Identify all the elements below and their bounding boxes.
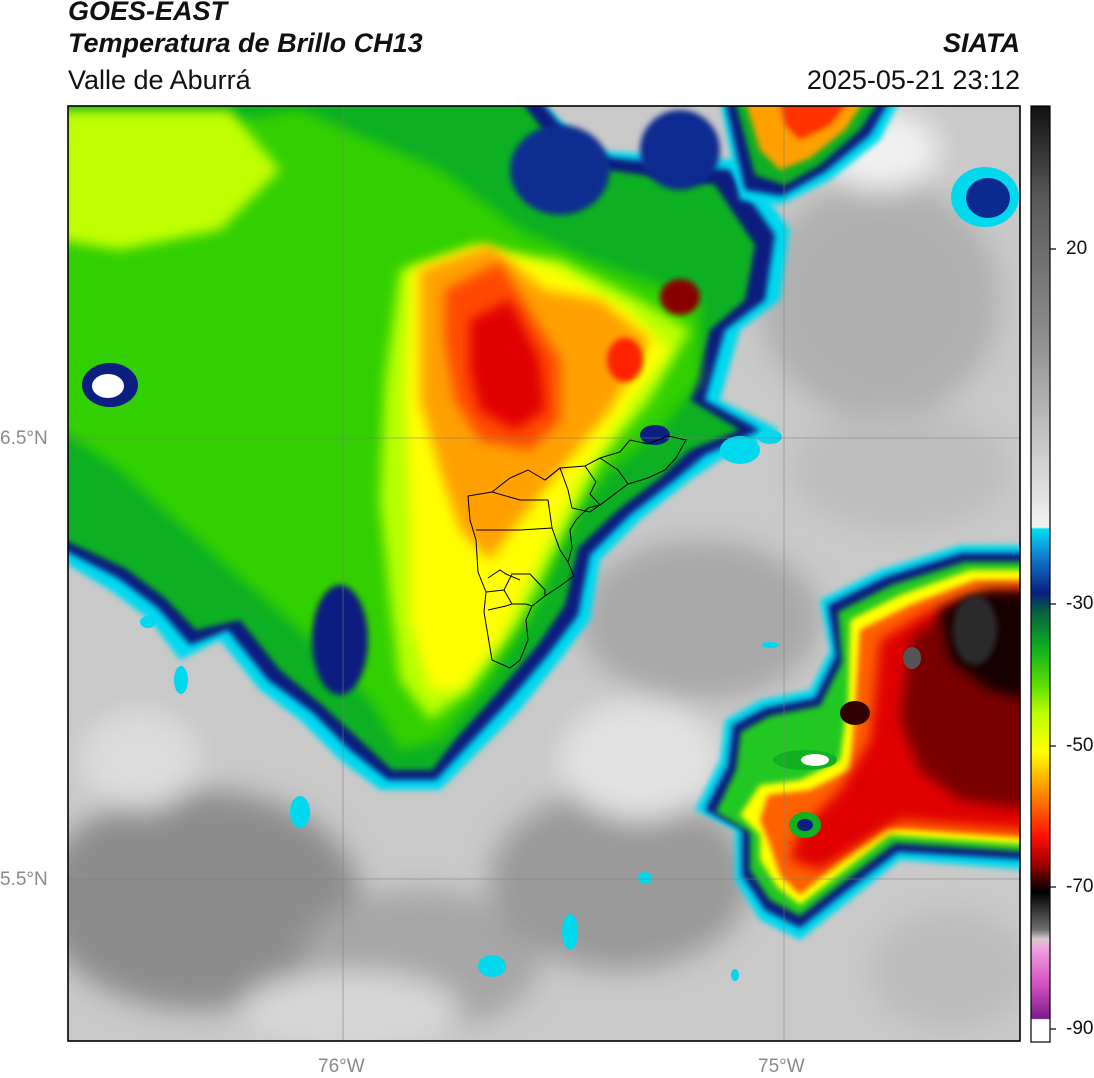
- lat-label-5-5: 5.5°N: [0, 869, 48, 890]
- organization-label: SIATA: [943, 28, 1020, 58]
- lon-label-75: 75°W: [758, 1056, 805, 1077]
- satellite-image: [68, 106, 1020, 1041]
- graticule: [68, 106, 1020, 1041]
- colorbar-tick-minus50: -50: [1066, 735, 1094, 756]
- lon-label-76: 76°W: [318, 1056, 365, 1077]
- region-subtitle: Valle de Aburrá: [68, 65, 251, 95]
- satellite-title: GOES-EAST: [68, 0, 228, 26]
- small-cells: [140, 430, 782, 981]
- colorbar-tick-20: 20: [1066, 238, 1088, 259]
- cloud-system-northeast: [721, 106, 1019, 227]
- lat-label-6-5: 6.5°N: [0, 428, 48, 449]
- datetime-label: 2025-05-21 23:12: [806, 65, 1020, 95]
- product-title: Temperatura de Brillo CH13: [68, 28, 423, 58]
- colorbar-frame: [1030, 105, 1051, 1043]
- colorbar-tick-minus70: -70: [1066, 876, 1094, 897]
- colorbar-ticks: [1050, 248, 1056, 1030]
- colorbar-tick-minus30: -30: [1066, 593, 1094, 614]
- municipal-boundaries: [467, 435, 687, 669]
- gray-texture: [68, 110, 1020, 1041]
- map-frame: [67, 105, 1021, 1042]
- cloud-system-southeast: [695, 545, 1020, 940]
- colorbar-tick-minus90: -90: [1066, 1018, 1094, 1039]
- colorbar: [1031, 106, 1050, 1042]
